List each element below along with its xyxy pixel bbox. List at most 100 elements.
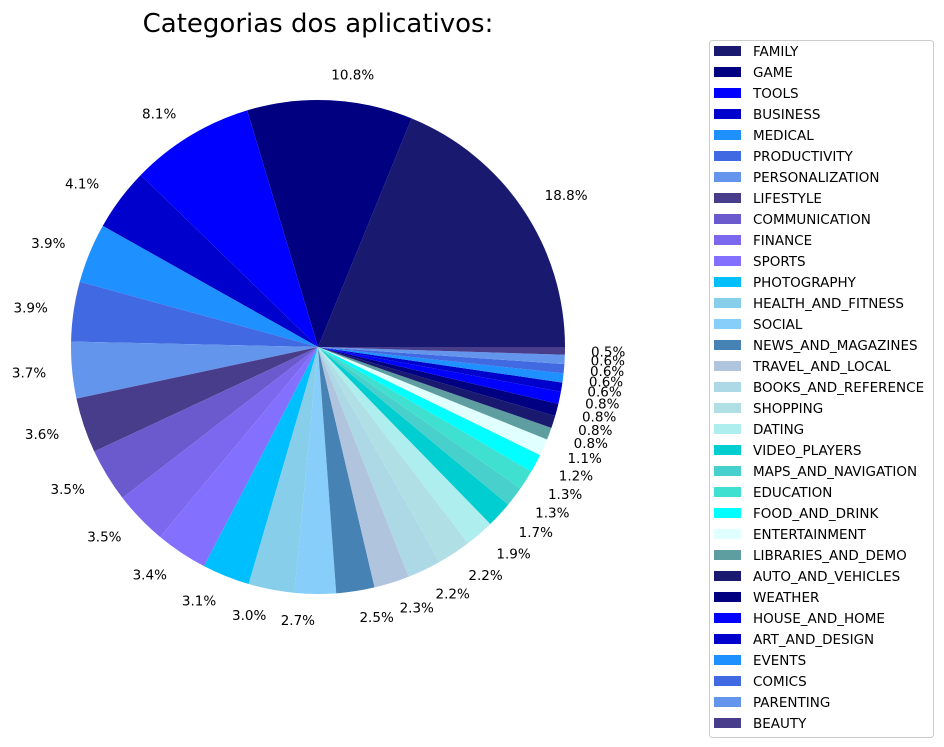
pie-slice-weather — [318, 347, 559, 416]
percent-label: 2.3% — [400, 601, 434, 617]
percent-label: 4.1% — [65, 177, 99, 193]
legend-label: EVENTS — [753, 653, 806, 669]
legend-swatch — [714, 571, 741, 581]
legend-swatch — [714, 256, 741, 266]
legend-swatch — [714, 298, 741, 308]
legend-label: MAPS_AND_NAVIGATION — [753, 464, 917, 480]
legend-swatch — [714, 172, 741, 182]
percent-label: 2.2% — [436, 586, 470, 602]
pie-slice-books-and-reference — [318, 347, 440, 577]
pie-slice-shopping — [318, 347, 468, 563]
legend-swatch — [714, 277, 741, 287]
pie-slice-photography — [204, 347, 318, 585]
percent-label: 3.7% — [12, 366, 46, 382]
legend-label: ART_AND_DESIGN — [753, 632, 874, 648]
pie-slice-events — [318, 347, 564, 383]
legend-label: GAME — [753, 65, 793, 81]
legend-label: PARENTING — [753, 695, 830, 711]
percent-label: 8.1% — [142, 107, 176, 123]
pie-slice-business — [102, 174, 318, 347]
pie-slice-auto-and-vehicles — [318, 347, 556, 428]
legend-label: PERSONALIZATION — [753, 170, 879, 186]
percent-label: 1.9% — [496, 547, 530, 563]
legend-label: COMMUNICATION — [753, 212, 871, 228]
percent-label: 3.9% — [31, 236, 65, 252]
legend-swatch — [714, 214, 741, 224]
percent-label: 18.8% — [545, 188, 588, 204]
percent-label: 0.6% — [587, 384, 621, 400]
legend-label: LIFESTYLE — [753, 191, 822, 207]
legend-label: DATING — [753, 422, 804, 438]
percent-label: 3.5% — [51, 482, 85, 498]
pie-slice-dating — [318, 347, 491, 544]
pie-slice-sports — [160, 347, 318, 567]
percent-label: 2.7% — [281, 613, 315, 629]
legend-label: BUSINESS — [753, 107, 820, 123]
legend-swatch — [714, 697, 741, 707]
legend-swatch — [714, 508, 741, 518]
pie-slice-libraries-and-demo — [318, 347, 552, 440]
percent-label: 2.5% — [359, 610, 393, 626]
pie-slices — [70, 100, 566, 595]
percent-label: 1.3% — [535, 505, 569, 521]
percent-label: 3.6% — [25, 427, 59, 443]
legend-label: VIDEO_PLAYERS — [753, 443, 861, 459]
legend-swatch — [714, 718, 741, 728]
legend-label: LIBRARIES_AND_DEMO — [753, 548, 907, 564]
pie-slice-game — [247, 100, 412, 347]
legend-swatch — [714, 151, 741, 161]
legend-swatch — [714, 466, 741, 476]
pie-slice-health-and-fitness — [248, 347, 318, 593]
pie-slice-personalization — [70, 341, 319, 399]
pie-slice-news-and-magazines — [318, 347, 375, 594]
legend-label: NEWS_AND_MAGAZINES — [753, 338, 918, 354]
percent-label: 0.8% — [578, 423, 612, 439]
pie-slice-house-and-home — [318, 347, 561, 404]
legend-label: BEAUTY — [753, 716, 807, 732]
legend-label: MEDICAL — [753, 128, 814, 144]
percent-label: 0.8% — [585, 396, 619, 412]
legend-label: SHOPPING — [753, 401, 823, 417]
percent-label: 1.1% — [567, 451, 601, 467]
legend-swatch — [714, 676, 741, 686]
percent-label: 3.1% — [182, 593, 216, 609]
percent-label: 2.2% — [468, 568, 502, 584]
legend-label: SPORTS — [753, 254, 806, 270]
percent-label: 0.6% — [590, 364, 624, 380]
legend-label: HOUSE_AND_HOME — [753, 611, 885, 627]
legend-label: BOOKS_AND_REFERENCE — [753, 380, 924, 396]
legend-swatch — [714, 193, 741, 203]
percent-label: 3.9% — [14, 301, 48, 317]
legend-label: ENTERTAINMENT — [753, 527, 867, 543]
legend-label: FOOD_AND_DRINK — [753, 506, 879, 522]
legend-swatch — [714, 382, 741, 392]
legend-swatch — [714, 319, 741, 329]
pie-slice-medical — [79, 225, 319, 347]
legend-swatch — [714, 529, 741, 539]
pie-slice-lifestyle — [76, 347, 319, 452]
percent-label: 3.4% — [133, 567, 167, 583]
legend-label: PHOTOGRAPHY — [753, 275, 857, 291]
legend-label: FINANCE — [753, 233, 812, 249]
pie-slice-entertainment — [318, 347, 548, 456]
legend-swatch — [714, 361, 741, 371]
pie-slice-travel-and-local — [318, 347, 409, 588]
pie-slice-social — [294, 347, 337, 595]
chart-title: Categorias dos aplicativos: — [143, 9, 494, 39]
legend-swatch — [714, 130, 741, 140]
percent-label: 1.7% — [519, 525, 553, 541]
legend-swatch — [714, 88, 741, 98]
pie-slice-comics — [318, 347, 565, 374]
percent-label: 0.5% — [591, 344, 625, 360]
percent-label: 10.8% — [331, 67, 374, 83]
percent-label: 1.3% — [548, 487, 582, 503]
pie-slice-food-and-drink — [318, 347, 541, 472]
legend-swatch — [714, 445, 741, 455]
legend-swatch — [714, 46, 741, 56]
legend-swatch — [714, 655, 741, 665]
legend-swatch — [714, 109, 741, 119]
legend-swatch — [714, 67, 741, 77]
percent-label: 3.5% — [87, 530, 121, 546]
legend: FAMILY GAME TOOLS BUSINESS MEDICAL PRODUCTIVI… — [709, 40, 934, 738]
